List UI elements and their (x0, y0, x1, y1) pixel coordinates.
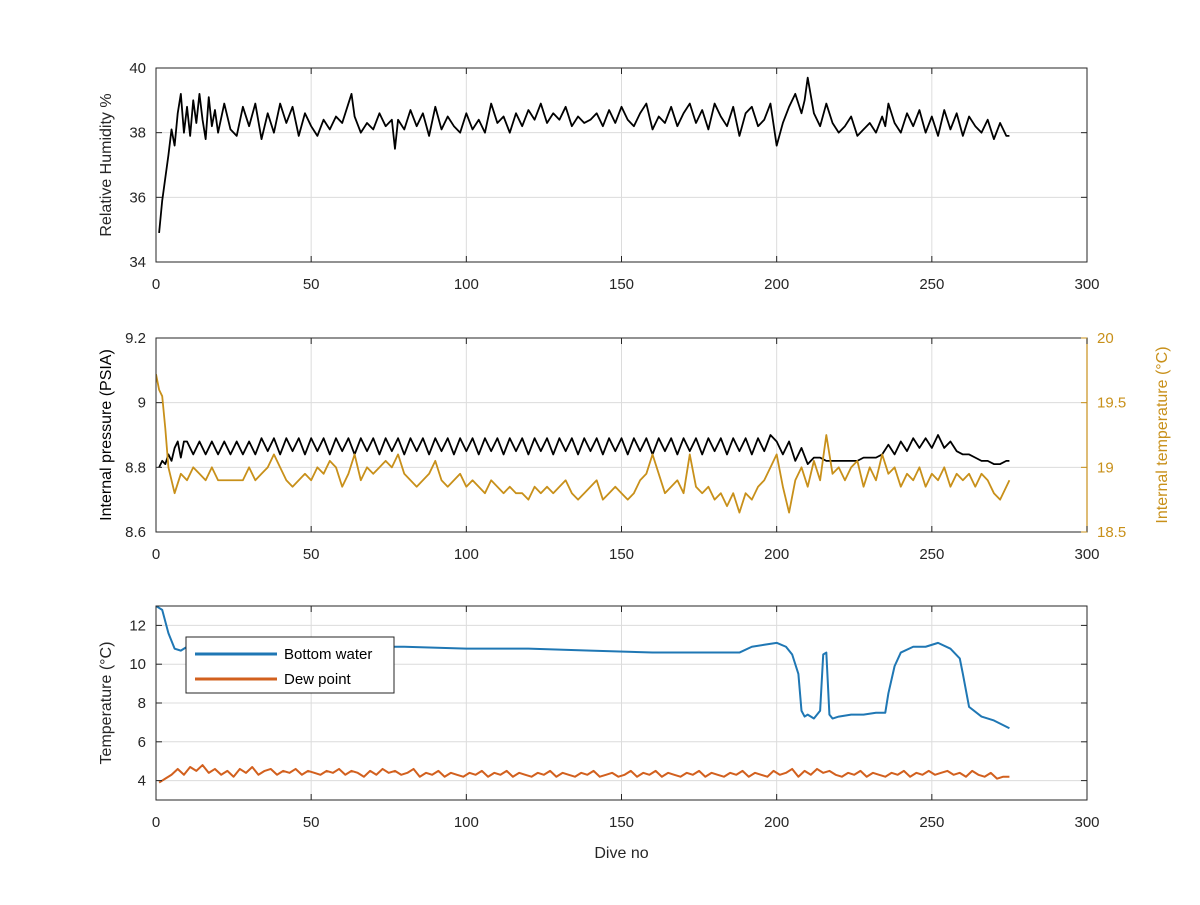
y-tick-label: 8 (138, 695, 146, 712)
x-tick-label: 250 (919, 546, 944, 563)
series-line-dew-point (158, 764, 1010, 784)
x-tick-label: 250 (919, 276, 944, 293)
x-tick-label: 250 (919, 814, 944, 831)
y-tick-label: 12 (129, 617, 146, 634)
series-line-pressure (158, 434, 1010, 468)
y-tick-label: 9 (138, 395, 146, 412)
y-right-tick-label: 20 (1097, 330, 1114, 347)
x-tick-label: 200 (764, 814, 789, 831)
x-tick-label: 0 (152, 814, 160, 831)
x-tick-label: 50 (303, 814, 320, 831)
y-axis-label: Relative Humidity % (98, 93, 115, 236)
y-tick-label: 8.6 (125, 524, 146, 541)
x-tick-label: 300 (1074, 276, 1099, 293)
y-right-tick-label: 19 (1097, 459, 1114, 476)
series-line-internal-temperature (156, 374, 1011, 514)
y-tick-label: 8.8 (125, 459, 146, 476)
y-tick-label: 40 (129, 60, 146, 77)
x-tick-label: 100 (454, 276, 479, 293)
legend: Bottom water Dew point (185, 636, 395, 694)
y-axis-label: Internal pressure (PSIA) (98, 349, 115, 521)
panel-3: 0 50 100 150 200 250 300 4 6 8 10 12 Temperature (°C… (98, 605, 1100, 862)
x-tick-label: 0 (152, 546, 160, 563)
x-tick-label: 300 (1074, 814, 1099, 831)
y-tick-label: 10 (129, 656, 146, 673)
legend-label-dew-point: Dew point (284, 671, 352, 688)
x-tick-label: 200 (764, 546, 789, 563)
series-line-humidity (158, 76, 1010, 233)
x-tick-label: 0 (152, 276, 160, 293)
panel-1: 0 50 100 150 200 250 300 34 36 38 40 Relative Humid… (98, 60, 1100, 293)
y-tick-label: 34 (129, 254, 146, 271)
x-tick-label: 300 (1074, 546, 1099, 563)
legend-label-bottom-water: Bottom water (284, 646, 372, 663)
x-tick-label: 50 (303, 276, 320, 293)
panel-2: 0 50 100 150 200 250 300 8.6 8.8 9 9.2 18.5 19 19.5 20… (98, 330, 1171, 563)
y-right-axis-label: Internal temperature (°C) (1154, 346, 1171, 523)
x-tick-label: 50 (303, 546, 320, 563)
x-tick-label: 100 (454, 546, 479, 563)
x-tick-label: 100 (454, 814, 479, 831)
x-tick-label: 150 (609, 546, 634, 563)
y-right-tick-label: 18.5 (1097, 524, 1126, 541)
legend-box (185, 636, 395, 694)
y-tick-label: 36 (129, 189, 146, 206)
x-tick-label: 150 (609, 276, 634, 293)
y-tick-label: 4 (138, 773, 146, 790)
x-axis-label: Dive no (594, 845, 648, 862)
y-tick-label: 6 (138, 734, 146, 751)
y-right-tick-label: 19.5 (1097, 395, 1126, 412)
y-tick-label: 9.2 (125, 330, 146, 347)
x-tick-label: 200 (764, 276, 789, 293)
y-axis-label: Temperature (°C) (98, 642, 115, 765)
x-tick-label: 150 (609, 814, 634, 831)
y-tick-label: 38 (129, 125, 146, 142)
